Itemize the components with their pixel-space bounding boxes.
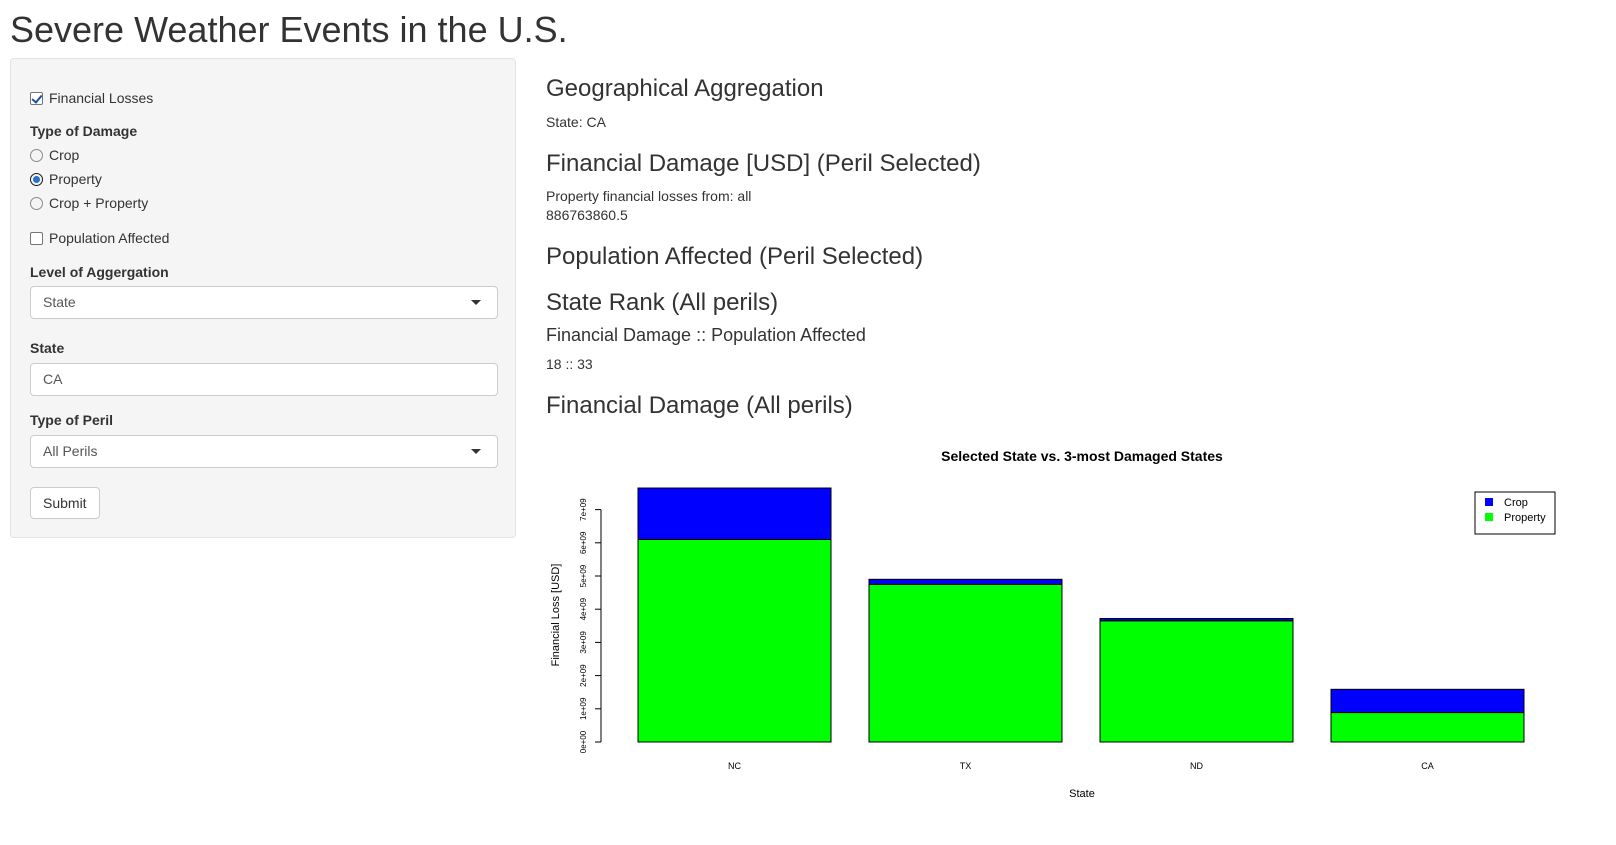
radio-crop-property[interactable]: Crop + Property — [30, 195, 148, 211]
chart-title: Selected State vs. 3-most Damaged States — [941, 448, 1223, 464]
x-tick-label: CA — [1421, 761, 1434, 771]
radio-property[interactable]: Property — [30, 171, 102, 187]
state-rank-heading: State Rank (All perils) — [546, 289, 779, 316]
y-tick-label: 1e+09 — [579, 697, 588, 720]
x-tick-label: TX — [960, 761, 972, 771]
bar-crop — [868, 578, 1063, 585]
geo-text: State: CA — [546, 114, 606, 130]
financial-damage-text: Property financial losses from: all — [546, 188, 752, 204]
state-rank-subheading: Financial Damage :: Population Affected — [546, 325, 866, 345]
checkbox-unchecked-icon[interactable] — [30, 231, 43, 245]
financial-losses-checkbox[interactable]: Financial Losses — [30, 90, 153, 106]
state-input[interactable]: CA — [30, 363, 498, 396]
radio-crop-label: Crop — [49, 147, 80, 163]
legend-label: Crop — [1504, 497, 1528, 509]
y-tick-label: 7e+09 — [579, 498, 588, 521]
radio-property-label: Property — [49, 171, 102, 187]
radio-crop[interactable]: Crop — [30, 147, 79, 163]
y-axis-label: Financial Loss [USD] — [550, 564, 562, 667]
legend-swatch — [1485, 498, 1493, 506]
population-affected-checkbox[interactable]: Population Affected — [30, 230, 169, 246]
y-tick-label: 0e+00 — [579, 730, 588, 753]
chart-heading: Financial Damage (All perils) — [546, 392, 853, 419]
bar-property — [1330, 712, 1525, 743]
peril-type-select[interactable]: All Perils — [30, 435, 498, 468]
y-tick-label: 5e+09 — [579, 564, 588, 587]
y-tick-label: 4e+09 — [579, 597, 588, 620]
chevron-down-icon[interactable] — [471, 449, 481, 454]
type-of-damage-label: Type of Damage — [30, 123, 138, 139]
aggregation-level-value: State — [43, 294, 76, 310]
y-tick-label: 2e+09 — [579, 664, 588, 687]
bar-property — [1099, 620, 1294, 743]
x-tick-label: NC — [728, 761, 741, 771]
y-tick-label: 3e+09 — [579, 631, 588, 654]
x-axis-label: State — [1069, 788, 1095, 800]
state-label: State — [30, 340, 65, 356]
bar-property — [868, 583, 1063, 743]
population-heading: Population Affected (Peril Selected) — [546, 243, 924, 270]
aggregation-level-label: Level of Aggergation — [30, 264, 169, 280]
radio-unselected-icon[interactable] — [30, 148, 43, 162]
financial-damage-heading: Financial Damage [USD] (Peril Selected) — [546, 150, 981, 177]
bar-crop — [637, 487, 832, 540]
y-tick-label: 6e+09 — [579, 531, 588, 554]
sidebar-panel: Financial Losses Type of Damage Crop Pro… — [10, 58, 516, 538]
population-affected-label: Population Affected — [49, 230, 170, 246]
legend-label: Property — [1504, 512, 1546, 524]
peril-type-value: All Perils — [43, 443, 98, 459]
legend-swatch — [1485, 513, 1493, 521]
geo-heading: Geographical Aggregation — [546, 75, 824, 102]
stacked-bar-chart: Selected State vs. 3-most Damaged States… — [550, 448, 1556, 800]
radio-unselected-icon[interactable] — [30, 196, 43, 210]
peril-type-label: Type of Peril — [30, 412, 113, 428]
aggregation-level-select[interactable]: State — [30, 286, 498, 319]
financial-damage-value: 886763860.5 — [546, 207, 628, 223]
x-tick-label: ND — [1190, 761, 1203, 771]
checkbox-checked-icon[interactable] — [30, 91, 43, 105]
page-title: Severe Weather Events in the U.S. — [10, 9, 568, 50]
radio-selected-icon[interactable] — [30, 172, 43, 186]
bar-crop — [1099, 617, 1294, 622]
radio-crop-property-label: Crop + Property — [49, 195, 149, 211]
financial-losses-label: Financial Losses — [49, 90, 154, 106]
bar-property — [637, 538, 832, 743]
submit-button[interactable]: Submit — [30, 487, 100, 519]
state-rank-value: 18 :: 33 — [546, 356, 593, 372]
bar-crop — [1330, 688, 1525, 714]
state-input-value: CA — [43, 371, 63, 387]
chevron-down-icon[interactable] — [471, 300, 481, 305]
